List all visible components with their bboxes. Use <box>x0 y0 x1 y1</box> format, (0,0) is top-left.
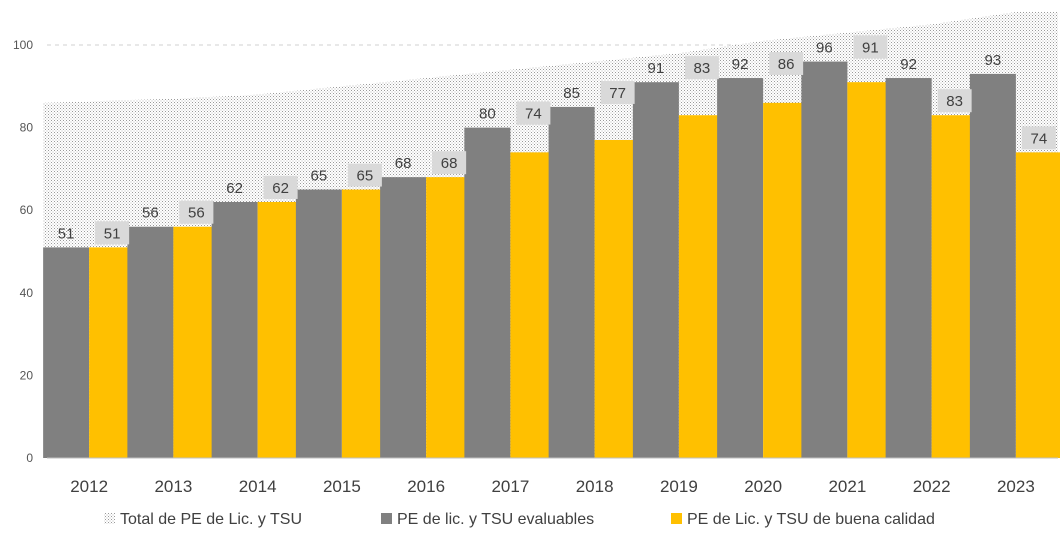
y-tick-label: 80 <box>20 121 34 135</box>
data-label-buena-calidad: 74 <box>525 106 542 123</box>
data-label-buena-calidad: 56 <box>188 205 205 222</box>
x-tick-label: 2013 <box>154 477 192 496</box>
legend-label: PE de Lic. y TSU de buena calidad <box>687 511 935 528</box>
data-label-buena-calidad: 77 <box>609 85 626 102</box>
data-label-box <box>347 163 382 187</box>
y-tick-label: 0 <box>26 451 33 465</box>
bar-evaluables <box>548 106 595 458</box>
legend-label: PE de lic. y TSU evaluables <box>397 511 594 528</box>
bar-evaluables <box>380 177 427 458</box>
data-label-box <box>769 52 804 76</box>
y-tick-label: 60 <box>20 203 34 217</box>
bar-buena-calidad <box>1015 152 1060 458</box>
y-tick-label: 100 <box>13 38 33 52</box>
data-label-box <box>1021 126 1056 150</box>
bar-evaluables <box>969 73 1016 458</box>
legend-label: Total de PE de Lic. y TSU <box>120 511 302 528</box>
data-label-evaluables: 51 <box>58 225 75 242</box>
bar-evaluables <box>632 82 679 459</box>
x-tick-label: 2016 <box>407 477 445 496</box>
data-label-evaluables: 85 <box>563 85 580 102</box>
data-label-evaluables: 80 <box>479 106 496 123</box>
data-label-buena-calidad: 83 <box>694 60 711 77</box>
data-label-box <box>600 80 635 104</box>
data-label-buena-calidad: 74 <box>1031 130 1048 147</box>
data-label-evaluables: 68 <box>395 155 412 172</box>
bar-evaluables <box>464 127 511 458</box>
data-label-box <box>937 89 972 113</box>
x-tick-label: 2021 <box>828 477 866 496</box>
data-label-buena-calidad: 68 <box>441 155 458 172</box>
data-label-box <box>263 175 298 199</box>
data-label-evaluables: 93 <box>985 52 1002 69</box>
x-tick-label: 2018 <box>576 477 614 496</box>
x-tick-label: 2022 <box>913 477 951 496</box>
x-tick-label: 2020 <box>744 477 782 496</box>
data-label-buena-calidad: 86 <box>778 56 795 73</box>
data-label-evaluables: 92 <box>732 56 749 73</box>
bar-evaluables <box>801 61 848 459</box>
data-label-box <box>95 221 130 245</box>
bar-evaluables <box>885 78 932 458</box>
y-tick-label: 20 <box>20 368 34 382</box>
data-label-buena-calidad: 65 <box>357 168 374 185</box>
data-label-box <box>684 56 719 80</box>
data-label-box <box>179 200 214 224</box>
data-label-evaluables: 62 <box>226 180 243 197</box>
bar-evaluables <box>717 78 764 458</box>
legend-swatch-evaluables <box>381 513 392 524</box>
x-tick-label: 2017 <box>491 477 529 496</box>
x-tick-label: 2012 <box>70 477 108 496</box>
data-label-evaluables: 65 <box>311 168 328 185</box>
y-tick-label: 40 <box>20 286 34 300</box>
legend-swatch-total <box>104 513 115 524</box>
x-tick-label: 2015 <box>323 477 361 496</box>
data-label-evaluables: 91 <box>648 60 665 77</box>
data-label-box <box>432 151 467 175</box>
data-label-box <box>853 35 888 59</box>
data-label-evaluables: 56 <box>142 205 159 222</box>
data-label-box <box>516 101 551 125</box>
data-label-buena-calidad: 62 <box>272 180 289 197</box>
data-label-evaluables: 96 <box>816 40 833 57</box>
bar-evaluables <box>211 201 258 458</box>
x-tick-label: 2019 <box>660 477 698 496</box>
data-label-buena-calidad: 83 <box>946 93 963 110</box>
bar-evaluables <box>43 247 90 458</box>
data-label-buena-calidad: 91 <box>862 40 879 57</box>
x-tick-label: 2023 <box>997 477 1035 496</box>
bar-evaluables <box>127 226 174 458</box>
x-tick-label: 2014 <box>239 477 277 496</box>
bar-evaluables <box>295 189 342 459</box>
legend-swatch-buena-calidad <box>671 513 682 524</box>
data-label-buena-calidad: 51 <box>104 225 121 242</box>
data-label-evaluables: 92 <box>900 56 917 73</box>
